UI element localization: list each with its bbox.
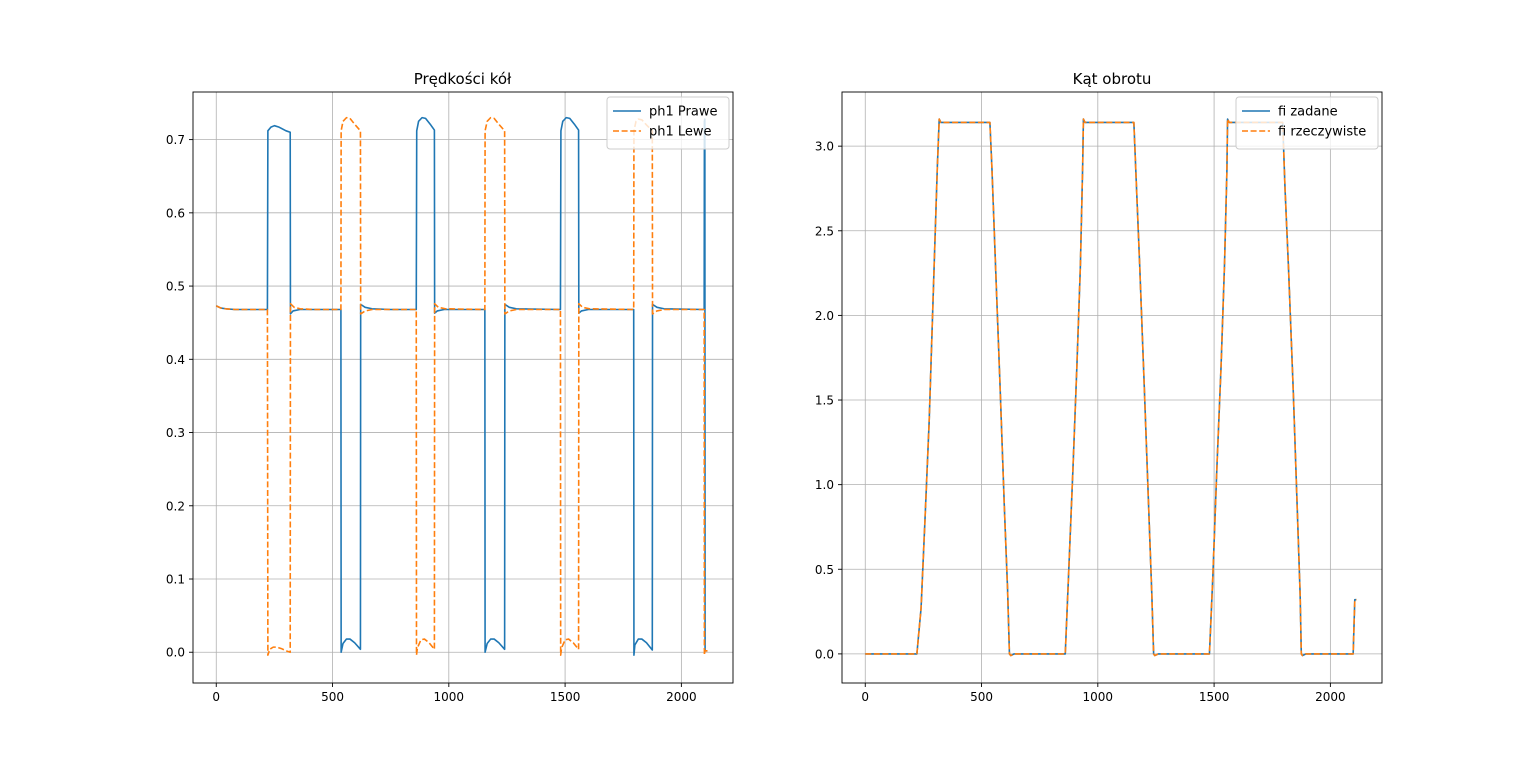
- chart-wheel-speeds: Prędkości kół 0 500 1000 1500 2000 0.0 0.1 0.2 0…: [166, 70, 734, 704]
- y-tick-label: 3.0: [815, 140, 834, 154]
- x-tick-label: 500: [321, 690, 344, 704]
- x-tick-label: 1500: [550, 690, 581, 704]
- y-tick-label: 1.0: [815, 478, 834, 492]
- legend-label: fi rzeczywiste: [1278, 125, 1366, 140]
- y-tick-label: 0.5: [166, 280, 185, 294]
- legend-box: [606, 96, 730, 150]
- y-tick-label: 0.1: [166, 573, 185, 587]
- legend-label: ph1 Prawe: [649, 105, 717, 120]
- series-line-secondary: [865, 118, 1357, 657]
- x-tick-label: 2000: [1315, 690, 1346, 704]
- x-tick-label: 1000: [434, 690, 465, 704]
- legend-box: [1235, 96, 1379, 150]
- chart-rotation-angle: Kąt obrotu 0 500 1000 1500 2000 0.0 0.5 1.0 1.5 2…: [815, 70, 1383, 704]
- chart-title: Kąt obrotu: [1073, 70, 1152, 88]
- chart-title: Prędkości kół: [414, 70, 512, 88]
- legend: fi zadane fi rzeczywiste: [1235, 96, 1379, 150]
- legend: ph1 Prawe ph1 Lewe: [606, 96, 730, 150]
- y-tick-label: 2.5: [815, 224, 834, 238]
- y-tick-label: 0.0: [166, 646, 185, 660]
- y-tick-label: 1.5: [815, 394, 834, 408]
- y-tick-label: 0.0: [815, 647, 834, 661]
- y-tick-label: 0.3: [166, 426, 185, 440]
- y-tick-label: 0.4: [166, 353, 185, 367]
- legend-label: ph1 Lewe: [649, 125, 712, 140]
- plot-area: [865, 118, 1357, 657]
- y-tick-label: 0.6: [166, 206, 185, 220]
- y-tick-label: 0.7: [166, 133, 185, 147]
- y-tick-label: 0.5: [815, 563, 834, 577]
- y-tick-label: 0.2: [166, 499, 185, 513]
- series-line-primary: [215, 116, 708, 656]
- x-tick-label: 1000: [1083, 690, 1114, 704]
- x-tick-label: 2000: [666, 690, 697, 704]
- x-tick-label: 0: [861, 690, 869, 704]
- y-tick-label: 2.0: [815, 309, 834, 323]
- legend-label: fi zadane: [1278, 105, 1338, 120]
- x-tick-label: 0: [212, 690, 220, 704]
- x-tick-label: 1500: [1199, 690, 1230, 704]
- axes-frame: [192, 91, 734, 684]
- axes-frame: [841, 91, 1383, 684]
- x-tick-label: 500: [970, 690, 993, 704]
- grid: [842, 92, 1382, 683]
